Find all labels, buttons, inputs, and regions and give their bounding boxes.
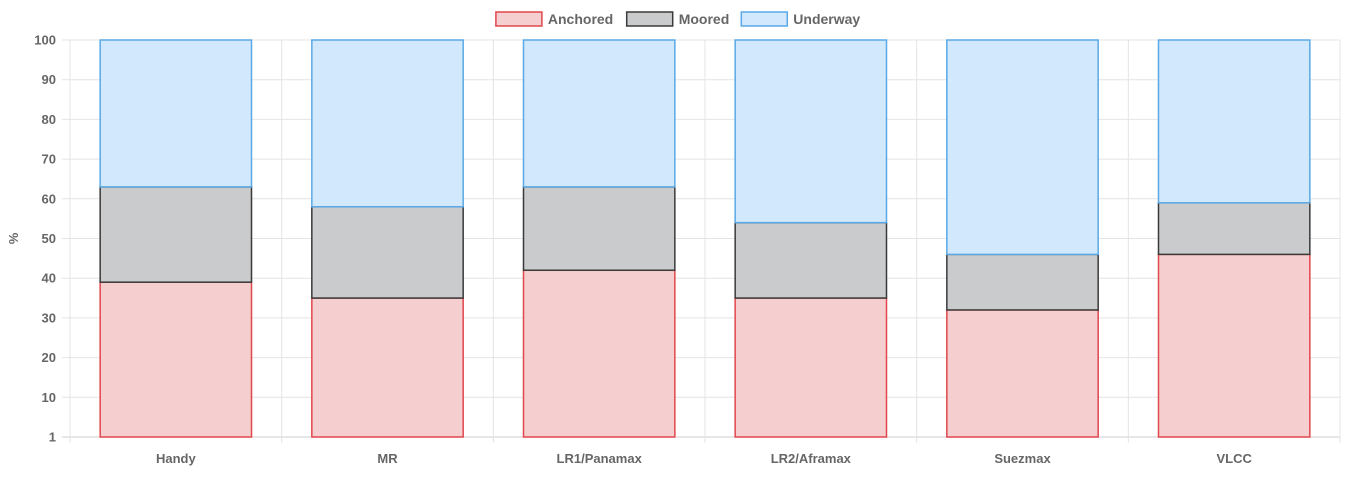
y-tick-label: 100 <box>34 33 56 48</box>
legend-swatch <box>740 11 789 27</box>
legend-swatch <box>495 11 543 27</box>
legend-label: Underway <box>793 11 860 27</box>
x-tick-label: Suezmax <box>994 451 1051 466</box>
legend-item-underway[interactable]: Underway <box>740 11 860 27</box>
bar-anchored-lr1-panamax[interactable] <box>522 269 676 438</box>
x-tick-label: VLCC <box>1216 451 1252 466</box>
legend: Anchored Moored Underway <box>495 11 860 27</box>
bar-moored-lr2-aframax[interactable] <box>734 221 888 299</box>
y-tick-label: 70 <box>42 152 56 167</box>
y-tick-label: 30 <box>42 310 56 325</box>
bar-moored-mr[interactable] <box>311 205 464 299</box>
y-tick-label: 80 <box>42 112 56 127</box>
bar-moored-lr1-panamax[interactable] <box>522 186 676 272</box>
y-tick-label: 10 <box>42 390 56 405</box>
bars <box>99 39 1311 438</box>
y-axis-title: % <box>6 232 21 244</box>
bar-underway-mr[interactable] <box>311 39 464 208</box>
bar-underway-handy[interactable] <box>99 39 253 188</box>
x-tick-label: MR <box>377 451 398 466</box>
y-tick-label: 40 <box>42 271 56 286</box>
x-tick-label: Handy <box>156 451 197 466</box>
bar-moored-handy[interactable] <box>99 186 253 283</box>
grid-lines <box>62 39 1341 443</box>
legend-swatch <box>625 11 674 27</box>
legend-item-moored[interactable]: Moored <box>625 11 730 27</box>
bar-anchored-vlcc[interactable] <box>1157 253 1311 438</box>
axes: 1 10 20 30 40 50 60 70 80 90 100 Handy MR LR1/Panamax… <box>34 33 1252 467</box>
bar-anchored-mr[interactable] <box>311 297 464 438</box>
y-tick-label: 1 <box>49 430 56 445</box>
legend-label: Anchored <box>548 11 613 27</box>
legend-item-anchored[interactable]: Anchored <box>495 11 613 27</box>
y-tick-label: 50 <box>42 231 56 246</box>
y-tick-label: 90 <box>42 72 56 87</box>
y-tick-label: 20 <box>42 350 56 365</box>
bar-underway-lr1-panamax[interactable] <box>522 39 676 188</box>
bar-moored-suezmax[interactable] <box>946 253 1099 311</box>
bar-anchored-suezmax[interactable] <box>946 309 1099 438</box>
x-tick-label: LR1/Panamax <box>557 451 643 466</box>
bar-underway-suezmax[interactable] <box>946 39 1099 256</box>
y-tick-label: 60 <box>42 191 56 206</box>
bar-moored-vlcc[interactable] <box>1157 202 1311 256</box>
legend-label: Moored <box>679 11 730 27</box>
bar-anchored-lr2-aframax[interactable] <box>734 297 888 438</box>
bar-underway-vlcc[interactable] <box>1157 39 1311 204</box>
bar-anchored-handy[interactable] <box>99 281 253 438</box>
x-tick-label: LR2/Aframax <box>771 451 852 466</box>
bar-underway-lr2-aframax[interactable] <box>734 39 888 224</box>
